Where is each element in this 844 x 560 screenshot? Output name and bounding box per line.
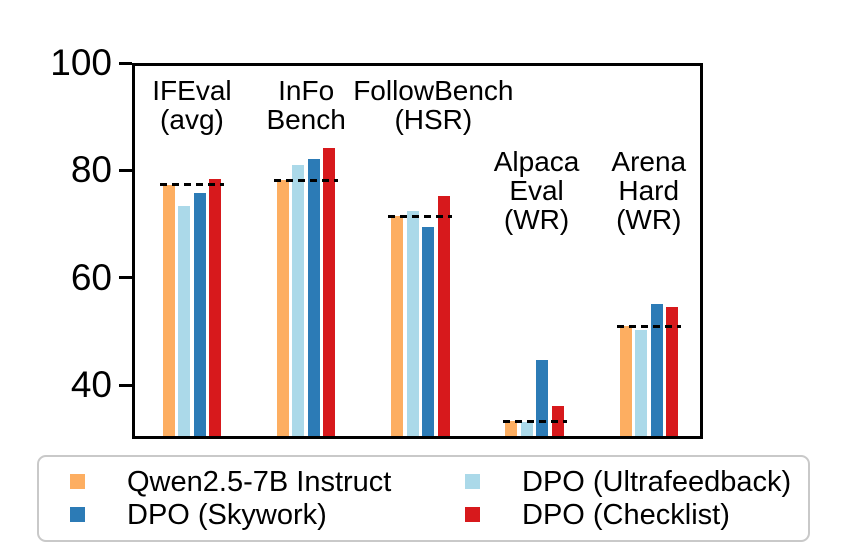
bar-series0-group4 (619, 326, 632, 439)
bar-series2-group1 (307, 159, 320, 439)
y-axis-tick-label: 60 (70, 256, 112, 298)
bar-series3-group0 (209, 179, 222, 439)
group-label-3: Alpaca Eval (WR) (417, 147, 657, 234)
group-label-line: Arena (611, 146, 687, 177)
group-label-line: Bench (266, 104, 346, 135)
baseline-dashed-line (274, 178, 339, 182)
group-label-line: InFo (278, 75, 335, 106)
bar-series0-group2 (391, 216, 404, 439)
group-label-line: IFEval (152, 75, 232, 106)
y-axis-tick-label: 40 (70, 364, 112, 406)
baseline-dashed-line (616, 324, 681, 328)
bar-series0-group3 (505, 421, 518, 439)
bar-series2-group2 (422, 226, 435, 439)
legend: Qwen2.5-7B Instruct DPO (Ultrafeedback) DP… (37, 455, 810, 542)
y-axis-tick-mark (119, 61, 132, 65)
legend-swatch (465, 507, 480, 522)
group-label-line: (avg) (160, 104, 224, 135)
y-axis-tick-mark (119, 168, 132, 172)
baseline-dashed-line (159, 183, 224, 187)
bar-series2-group3 (536, 359, 549, 439)
bar-series3-group4 (666, 307, 678, 439)
legend-label: DPO (Checklist) (522, 499, 730, 531)
y-axis-tick-mark (119, 276, 132, 280)
group-label-line: (HSR) (394, 104, 473, 135)
y-axis-tick-label: 100 (50, 42, 112, 83)
legend-label: Qwen2.5-7B Instruct (127, 466, 392, 498)
y-axis-tick-label: 80 (70, 149, 112, 191)
bar-series1-group0 (178, 206, 191, 439)
y-axis-tick-mark (119, 383, 132, 387)
legend-label: DPO (Ultrafeedback) (522, 466, 792, 498)
legend-swatch (70, 507, 85, 522)
group-label-1: InFo Bench (186, 76, 426, 134)
bar-series2-group0 (193, 192, 206, 439)
bar-series1-group3 (520, 422, 533, 439)
group-label-4: Arena Hard (WR) (529, 147, 769, 234)
bar-series1-group4 (635, 329, 647, 439)
group-label-line: Eval (509, 175, 564, 206)
legend-swatch (70, 474, 85, 489)
bar-series3-group1 (323, 147, 336, 439)
legend-swatch (465, 474, 480, 489)
group-label-2: FollowBench (HSR) (313, 76, 553, 134)
bar-series1-group1 (292, 164, 305, 439)
bar-series0-group1 (276, 180, 289, 439)
group-label-line: (WR) (616, 204, 682, 235)
baseline-dashed-line (502, 419, 567, 423)
group-label-line: (WR) (503, 204, 570, 235)
group-label-0: IFEval (avg) (72, 76, 312, 134)
bar-series3-group2 (437, 196, 450, 439)
bar-series0-group0 (162, 184, 175, 439)
legend-label: DPO (Skywork) (127, 499, 327, 531)
group-label-line: FollowBench (353, 75, 514, 106)
baseline-dashed-line (388, 214, 453, 218)
bar-series2-group4 (650, 304, 663, 439)
bar-series1-group2 (406, 210, 419, 439)
group-label-line: Hard (618, 175, 680, 206)
group-label-line: Alpaca (493, 146, 580, 177)
